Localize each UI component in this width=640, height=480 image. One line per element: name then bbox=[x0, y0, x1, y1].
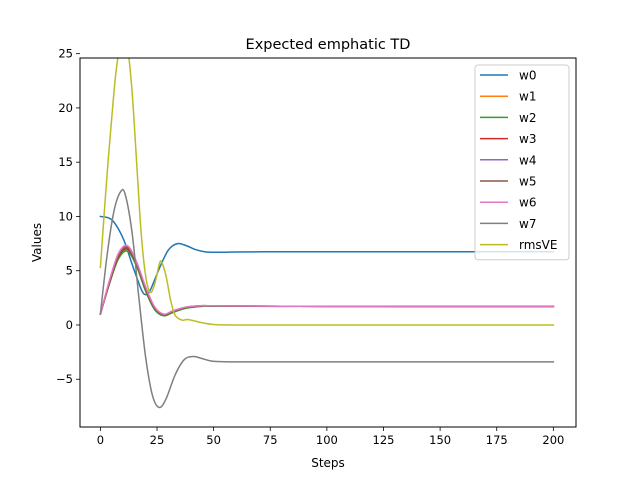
legend-label-w4: w4 bbox=[519, 153, 536, 167]
legend-label-w2: w2 bbox=[519, 111, 536, 125]
x-tick-label: 50 bbox=[206, 433, 221, 447]
x-tick-label: 0 bbox=[97, 433, 104, 447]
y-tick-label: 10 bbox=[58, 209, 73, 223]
legend: w0 w1 w2 w3 w4 w5 w6 w7 rmsVE bbox=[474, 64, 570, 261]
series-line-rmsVE bbox=[99, 58, 555, 326]
x-tick-label: 175 bbox=[486, 433, 508, 447]
series-line-w6 bbox=[99, 244, 555, 316]
legend-label-w1: w1 bbox=[519, 90, 536, 104]
legend-label-w0: w0 bbox=[519, 69, 536, 83]
y-tick-label: 25 bbox=[58, 47, 73, 61]
legend-label-w7: w7 bbox=[519, 217, 536, 231]
y-axis: −5 0 5 10 15 20 25 bbox=[56, 47, 80, 386]
y-tick-label: 5 bbox=[66, 264, 73, 278]
x-tick-label: 75 bbox=[263, 433, 278, 447]
x-tick-label: 25 bbox=[150, 433, 165, 447]
y-tick-label: 0 bbox=[66, 318, 73, 332]
x-tick-label: 125 bbox=[373, 433, 395, 447]
chart-title: Expected emphatic TD bbox=[246, 37, 411, 53]
plot-frame bbox=[79, 57, 577, 428]
series-line-w0 bbox=[99, 215, 555, 296]
legend-label-w3: w3 bbox=[519, 132, 536, 146]
x-tick-label: 100 bbox=[316, 433, 338, 447]
series-line-w7 bbox=[99, 188, 555, 409]
x-axis: 0 25 50 75 100 125 150 175 200 bbox=[97, 427, 564, 447]
x-tick-label: 200 bbox=[542, 433, 564, 447]
y-tick-label: −5 bbox=[56, 372, 73, 386]
legend-label-w6: w6 bbox=[519, 196, 536, 210]
y-axis-label: Values bbox=[30, 223, 44, 262]
plot-lines bbox=[99, 58, 555, 409]
legend-box bbox=[474, 64, 570, 261]
y-tick-label: 15 bbox=[58, 155, 73, 169]
legend-label-w5: w5 bbox=[519, 175, 536, 189]
x-tick-label: 150 bbox=[429, 433, 451, 447]
x-axis-label: Steps bbox=[311, 456, 345, 470]
legend-label-rmsVE: rmsVE bbox=[519, 238, 557, 252]
y-tick-label: 20 bbox=[58, 101, 73, 115]
